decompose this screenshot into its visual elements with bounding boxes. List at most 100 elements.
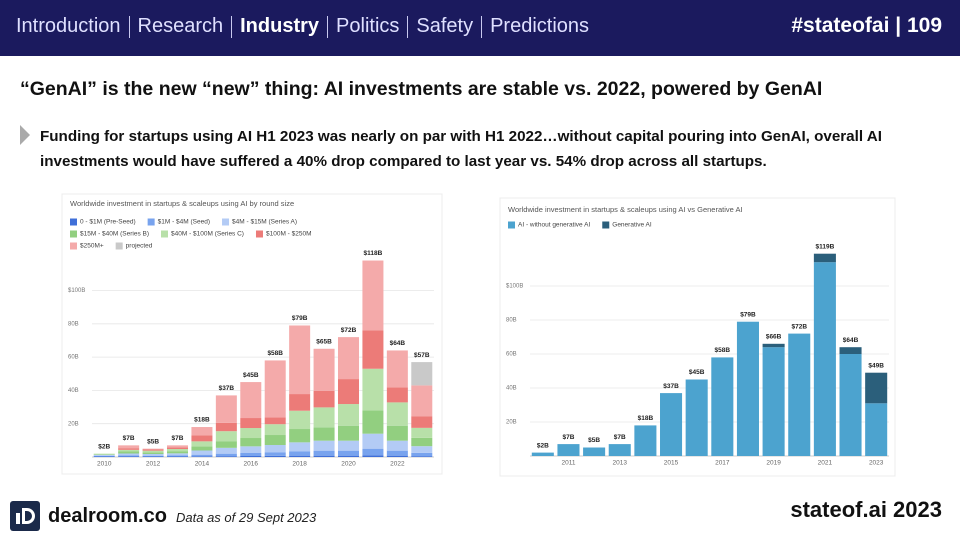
bar-segment: [166, 453, 189, 456]
bar-segment: [240, 446, 262, 454]
total-label: $45B: [243, 372, 259, 379]
nav-separator: [231, 15, 233, 38]
bar-segment: [191, 427, 213, 436]
legend-label: $4M - $15M (Series A): [232, 219, 297, 226]
legend-label: $40M - $100M (Series C): [171, 231, 244, 238]
bar-segment: [411, 437, 433, 447]
nav-item[interactable]: Safety: [416, 15, 474, 37]
bar-segment: [386, 350, 408, 388]
bar-segment: [240, 382, 262, 419]
total-label: $5B: [588, 437, 600, 444]
bar-segment: [264, 445, 286, 453]
bar-segment: [362, 260, 384, 331]
nav-item[interactable]: Research: [137, 15, 224, 37]
nav-item[interactable]: Politics: [336, 15, 400, 37]
bar-segment: [191, 441, 213, 447]
legend-swatch: [70, 230, 77, 238]
y-tick-label: 20B: [68, 421, 79, 427]
bar-segment: [362, 448, 384, 456]
bar-segment: [839, 354, 862, 456]
bar-segment: [142, 448, 164, 450]
logo: [10, 501, 40, 531]
bar-segment: [215, 395, 237, 423]
y-tick-label: 80B: [506, 318, 517, 324]
total-label: $18B: [194, 417, 210, 424]
bar-segment: [289, 394, 311, 411]
bar-segment: [289, 455, 311, 457]
total-label: $58B: [267, 350, 283, 357]
bar-segment: [337, 425, 360, 441]
bar-segment: [289, 442, 311, 452]
y-tick-label: 40B: [68, 388, 79, 394]
legend-item: $4M - $15M (Series A): [222, 218, 297, 226]
bar-segment: [264, 455, 286, 457]
bar-segment: [337, 455, 360, 457]
total-label: $37B: [663, 383, 679, 390]
legend-item: AI - without generative AI: [508, 221, 590, 229]
y-tick-label: 40B: [506, 386, 517, 392]
bar-segment: [142, 452, 164, 455]
bar-segment: [93, 455, 115, 457]
x-tick-label: 2023: [869, 460, 884, 467]
total-label: $7B: [123, 435, 135, 442]
legend-swatch: [161, 230, 168, 238]
bar-segment: [411, 416, 433, 428]
legend-item: projected: [115, 242, 153, 250]
bar-segment: [215, 456, 237, 457]
bar-segment: [337, 450, 360, 456]
nav-separator: [481, 15, 483, 38]
bullet-text: Funding for startups using AI H1 2023 wa…: [40, 128, 882, 170]
legend-label: AI - without generative AI: [518, 222, 590, 229]
nav-item[interactable]: Industry: [240, 15, 320, 37]
nav-separator: [327, 15, 329, 38]
x-tick-label: 2017: [715, 460, 730, 467]
total-label: $64B: [843, 337, 859, 344]
bar-segment: [118, 451, 140, 454]
y-tick-label: 60B: [68, 355, 79, 361]
nav-item[interactable]: Predictions: [490, 15, 590, 37]
bar-segment: [215, 447, 237, 454]
bar-segment: [289, 451, 311, 456]
bar-segment: [215, 431, 237, 442]
total-label: $79B: [740, 311, 756, 318]
bar-segment: [118, 449, 140, 452]
legend-item: Generative AI: [602, 221, 652, 229]
bar-segment: [313, 427, 335, 441]
brand: stateof.ai 2023: [790, 497, 942, 522]
bar-segment: [118, 448, 140, 450]
bar-segment: [660, 393, 683, 456]
bar-segment: [411, 362, 433, 386]
bar-segment: [166, 455, 189, 457]
total-label: $7B: [614, 434, 626, 441]
bar-segment: [711, 357, 734, 456]
total-label: $45B: [689, 369, 705, 376]
bar-segment: [264, 360, 286, 418]
bar-segment: [337, 337, 360, 380]
total-label: $7B: [172, 435, 184, 442]
bar-segment: [386, 402, 408, 426]
x-tick-label: 2019: [766, 460, 781, 467]
bar-segment: [313, 348, 335, 391]
bar-segment: [583, 447, 606, 456]
bar-segment: [411, 446, 433, 453]
bar-segment: [557, 444, 580, 456]
legend-swatch: [115, 242, 123, 250]
total-label: $65B: [316, 338, 332, 345]
total-label: $5B: [147, 438, 159, 445]
legend-label: 0 - $1M (Pre-Seed): [80, 219, 136, 226]
y-tick-label: $100B: [68, 288, 85, 294]
x-tick-label: 2010: [97, 461, 112, 468]
bar-segment: [118, 453, 140, 456]
bar-segment: [289, 429, 311, 443]
nav-item[interactable]: Introduction: [16, 15, 121, 37]
total-label: $119B: [815, 243, 834, 250]
bar-segment: [762, 347, 785, 456]
bar-segment: [608, 444, 631, 456]
x-tick-label: 2018: [292, 461, 307, 468]
bar-segment: [411, 456, 433, 457]
total-label: $57B: [414, 352, 430, 359]
bar-segment: [788, 333, 811, 456]
bar-segment: [337, 404, 360, 426]
legend-label: $250M+: [80, 243, 104, 250]
